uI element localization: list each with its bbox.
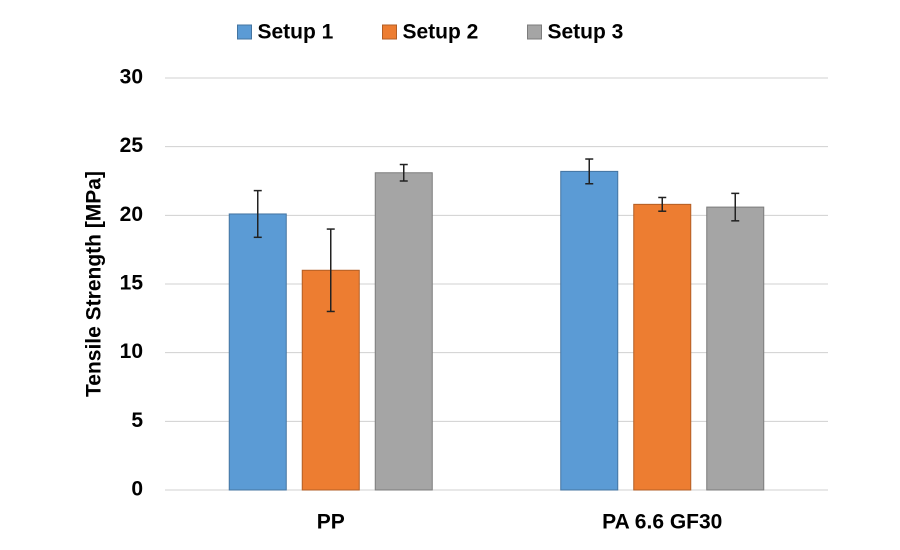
error-bar xyxy=(658,196,667,212)
legend-label: Setup 3 xyxy=(548,21,624,44)
bar xyxy=(560,170,619,491)
y-tick-label: 20 xyxy=(120,203,143,226)
y-tick-label: 5 xyxy=(131,409,143,432)
x-tick-label: PA 6.6 GF30 xyxy=(602,511,722,534)
y-tick-label: 30 xyxy=(120,66,143,89)
error-bar xyxy=(253,189,262,239)
y-tick-label: 10 xyxy=(120,340,143,363)
bar xyxy=(706,206,765,491)
error-bar xyxy=(731,192,740,222)
legend-swatch xyxy=(527,24,542,40)
legend-swatch xyxy=(237,24,252,40)
y-tick-label: 25 xyxy=(120,134,144,157)
y-axis-label: Tensile Strength [MPa] xyxy=(83,171,106,397)
bar xyxy=(633,203,692,491)
x-tick-label: PP xyxy=(317,511,345,534)
y-tick-label: 0 xyxy=(131,478,143,501)
y-tick-label: 15 xyxy=(120,272,144,295)
legend-label: Setup 2 xyxy=(403,21,479,44)
error-bar xyxy=(326,228,335,313)
bar xyxy=(374,172,433,491)
legend-label: Setup 1 xyxy=(258,21,334,44)
error-bar xyxy=(585,158,594,185)
legend-swatch xyxy=(382,24,397,40)
bar xyxy=(228,213,287,491)
error-bar xyxy=(399,163,408,182)
